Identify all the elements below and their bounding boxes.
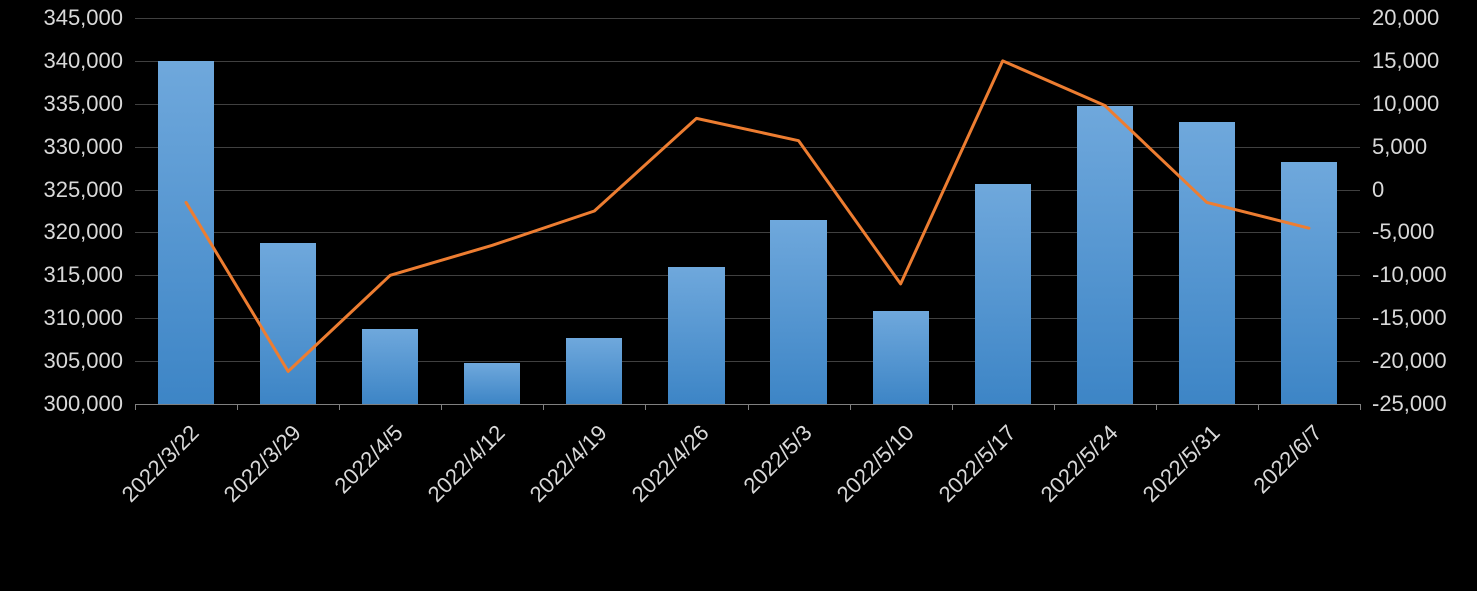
x-tick xyxy=(850,404,851,410)
y-left-tick-label: 345,000 xyxy=(0,5,123,31)
x-tick xyxy=(237,404,238,410)
x-tick xyxy=(135,404,136,410)
y-right-tick-label: -25,000 xyxy=(1372,391,1447,417)
y-right-tick-label: -10,000 xyxy=(1372,262,1447,288)
combo-chart: 300,000 -25,000 305,000 -20,000 310,000 -15,0… xyxy=(0,0,1477,591)
y-right-tick-label: 20,000 xyxy=(1372,5,1439,31)
y-right-tick-label: 10,000 xyxy=(1372,91,1439,117)
x-tick xyxy=(748,404,749,410)
x-tick xyxy=(1054,404,1055,410)
y-left-tick-label: 305,000 xyxy=(0,348,123,374)
y-right-tick-label: 15,000 xyxy=(1372,48,1439,74)
y-right-tick-label: 0 xyxy=(1372,177,1384,203)
y-left-tick-label: 335,000 xyxy=(0,91,123,117)
y-left-tick-label: 320,000 xyxy=(0,219,123,245)
y-right-tick-label: -20,000 xyxy=(1372,348,1447,374)
y-left-tick-label: 340,000 xyxy=(0,48,123,74)
y-right-tick-label: -15,000 xyxy=(1372,305,1447,331)
y-right-tick-label: -5,000 xyxy=(1372,219,1434,245)
y-left-tick-label: 330,000 xyxy=(0,134,123,160)
x-tick xyxy=(441,404,442,410)
x-tick xyxy=(1156,404,1157,410)
y-left-tick-label: 315,000 xyxy=(0,262,123,288)
x-tick xyxy=(1360,404,1361,410)
x-tick xyxy=(1258,404,1259,410)
x-tick xyxy=(952,404,953,410)
line-series xyxy=(135,18,1360,404)
y-left-tick-label: 300,000 xyxy=(0,391,123,417)
y-left-tick-label: 325,000 xyxy=(0,177,123,203)
x-tick xyxy=(339,404,340,410)
y-left-tick-label: 310,000 xyxy=(0,305,123,331)
x-tick xyxy=(543,404,544,410)
y-right-tick-label: 5,000 xyxy=(1372,134,1427,160)
plot-area xyxy=(135,18,1360,405)
x-tick xyxy=(645,404,646,410)
